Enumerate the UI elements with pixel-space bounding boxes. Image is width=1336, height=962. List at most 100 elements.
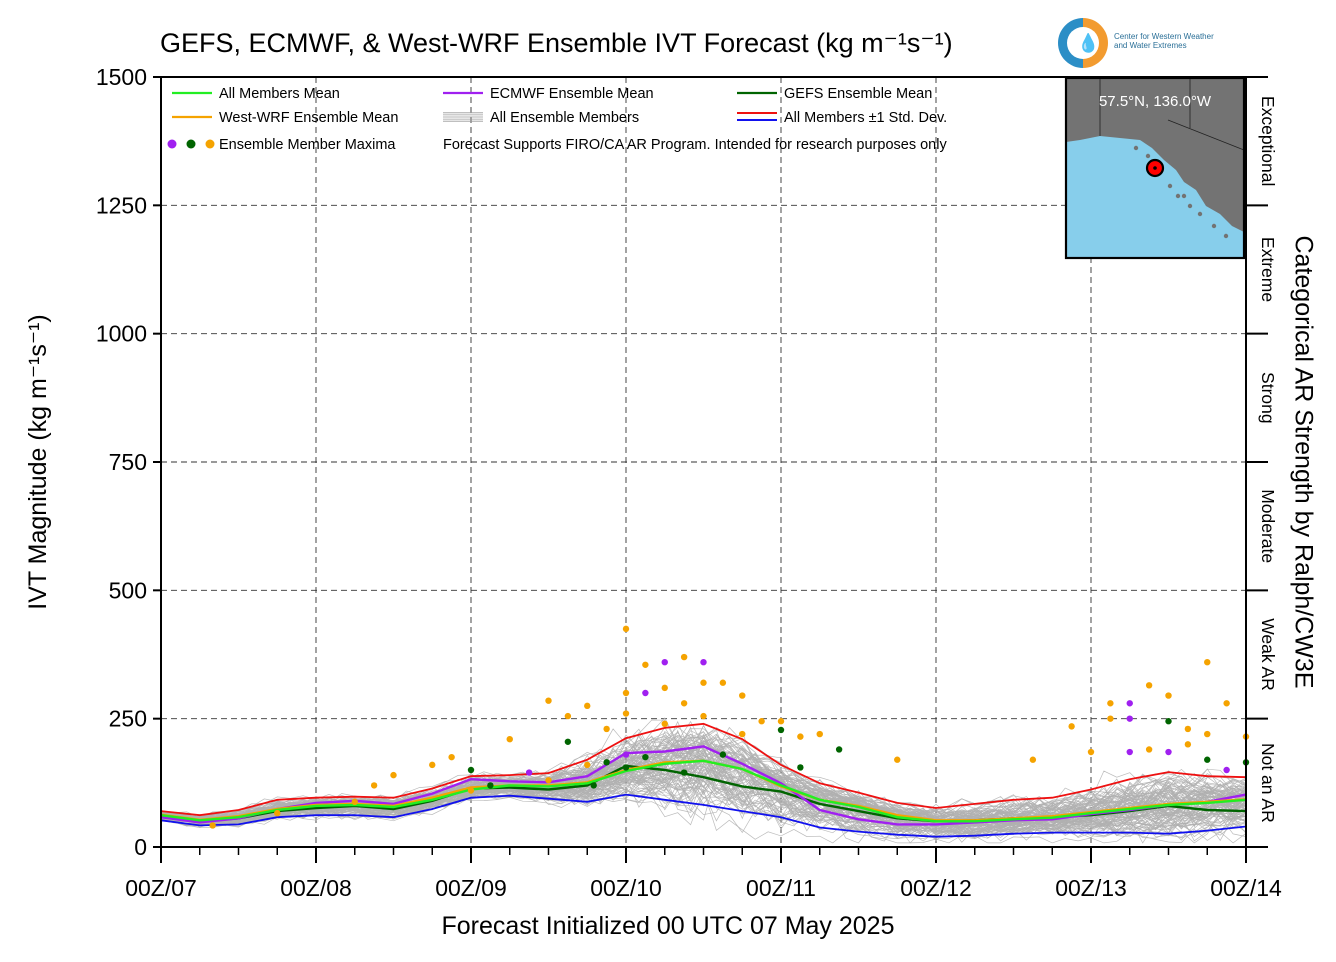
logo-ring-icon: 💧 bbox=[1058, 18, 1108, 68]
maximum-point bbox=[719, 679, 727, 686]
chart-title-units: (kg m⁻¹s⁻¹) bbox=[816, 28, 953, 58]
ensemble-member-line bbox=[160, 782, 1247, 841]
maximum-point bbox=[661, 659, 668, 666]
maximum-point bbox=[467, 766, 475, 774]
map-island bbox=[1145, 153, 1151, 159]
map-island bbox=[1133, 145, 1139, 151]
series-line-std_lower bbox=[160, 793, 1247, 838]
map-island bbox=[1175, 193, 1181, 199]
maximum-point bbox=[1184, 741, 1192, 748]
maximum-point bbox=[506, 736, 513, 743]
axes: 0 250 500 750 1000 1250 1500 00Z/07 00Z/08 00Z/09… bbox=[96, 64, 1282, 901]
ensemble-member-line bbox=[160, 719, 1247, 815]
map-island bbox=[1181, 193, 1187, 199]
chart-title-text: GEFS, ECMWF, & West-WRF Ensemble IVT For… bbox=[160, 28, 809, 58]
maximum-point bbox=[719, 751, 727, 758]
category-label: Not an AR bbox=[1258, 743, 1278, 823]
ensemble-member-line bbox=[160, 742, 1247, 825]
maximum-point bbox=[564, 712, 572, 720]
series-line-std_upper bbox=[160, 722, 1247, 817]
category-label: Strong bbox=[1258, 372, 1278, 424]
category-label: Weak AR bbox=[1258, 618, 1278, 691]
maximum-point bbox=[590, 782, 597, 789]
y-tick-label: 250 bbox=[109, 706, 147, 732]
legend-label: All Members ±1 Std. Dev. bbox=[784, 110, 947, 126]
maximum-point bbox=[1087, 748, 1095, 756]
maximum-point bbox=[758, 718, 765, 725]
maximum-point bbox=[622, 764, 630, 771]
y-tick-label: 1000 bbox=[96, 321, 147, 347]
maximum-point bbox=[1126, 715, 1133, 722]
x-axis-label: Forecast Initialized 00 UTC 07 May 2025 bbox=[441, 912, 895, 940]
maximum-point bbox=[835, 746, 843, 753]
map-island bbox=[1211, 223, 1217, 229]
maximum-point bbox=[1204, 730, 1211, 738]
y-tick-label: 750 bbox=[109, 449, 147, 475]
map-island bbox=[1187, 203, 1193, 209]
maximum-point bbox=[545, 697, 552, 704]
ensemble-member-line bbox=[160, 770, 1247, 836]
maximum-point bbox=[700, 712, 707, 720]
x-tick-label: 00Z/07 bbox=[125, 875, 197, 901]
maximum-point bbox=[1068, 723, 1075, 730]
maximum-point bbox=[584, 702, 591, 710]
maximum-point bbox=[1126, 700, 1133, 707]
map-island bbox=[1197, 211, 1203, 217]
y-tick-label: 1250 bbox=[96, 192, 147, 218]
ensemble-member-line bbox=[160, 736, 1247, 822]
maximum-point bbox=[1145, 746, 1153, 753]
maximum-point bbox=[700, 659, 707, 666]
maximum-point bbox=[1223, 766, 1230, 774]
maximum-point bbox=[545, 777, 552, 784]
maximum-point bbox=[370, 782, 378, 789]
maximum-point bbox=[642, 689, 649, 697]
series-line-all_members_mean bbox=[160, 759, 1247, 823]
maximum-point bbox=[777, 726, 785, 734]
maximum-point bbox=[1107, 715, 1114, 722]
category-label: Extreme bbox=[1258, 237, 1278, 302]
maximum-point bbox=[739, 730, 746, 738]
maximum-point bbox=[1165, 718, 1172, 725]
map-location-label: 57.5°N, 136.0°W bbox=[1099, 93, 1212, 110]
maximum-point bbox=[274, 809, 281, 817]
map-land bbox=[1066, 78, 1244, 232]
legend-marker bbox=[205, 139, 215, 149]
ensemble-member-line bbox=[160, 748, 1247, 836]
ensemble-maxima-points bbox=[209, 625, 1250, 829]
maximum-point bbox=[1126, 748, 1133, 756]
legend: All Members Mean ECMWF Ensemble Mean GEFS … bbox=[167, 86, 947, 153]
legend-label: Ensemble Member Maxima bbox=[219, 137, 396, 153]
maximum-point bbox=[680, 700, 688, 707]
x-tick-label: 00Z/14 bbox=[1210, 875, 1282, 901]
maximum-point bbox=[603, 725, 610, 733]
maximum-point bbox=[680, 769, 688, 776]
maximum-point bbox=[1204, 756, 1211, 763]
legend-label: ECMWF Ensemble Mean bbox=[490, 86, 654, 102]
legend-label: West-WRF Ensemble Mean bbox=[219, 110, 398, 126]
cw3e-logo: 💧 Center for Western Weather and Water E… bbox=[1058, 18, 1258, 74]
maximum-point bbox=[390, 771, 397, 779]
legend-label: All Ensemble Members bbox=[490, 110, 639, 126]
category-label: Moderate bbox=[1258, 489, 1278, 563]
grid-lines bbox=[161, 77, 1246, 847]
legend-note: Forecast Supports FIRO/CA AR Program. In… bbox=[443, 137, 947, 153]
maximum-point bbox=[1029, 756, 1037, 763]
y-tick-label: 1500 bbox=[96, 64, 147, 90]
location-map-inset: 57.5°N, 136.0°W bbox=[1064, 76, 1246, 260]
mean-series-lines bbox=[160, 722, 1247, 838]
maximum-point bbox=[1145, 682, 1153, 689]
maximum-point bbox=[622, 751, 630, 758]
map-frame bbox=[1064, 76, 1246, 260]
legend-marker bbox=[186, 139, 196, 149]
maximum-point bbox=[467, 787, 475, 794]
maximum-point bbox=[448, 753, 455, 761]
chart-title: GEFS, ECMWF, & West-WRF Ensemble IVT For… bbox=[160, 28, 953, 59]
maximum-point bbox=[525, 769, 533, 776]
y-tick-label: 0 bbox=[134, 834, 147, 860]
maximum-point bbox=[622, 689, 630, 697]
maximum-point bbox=[777, 718, 785, 725]
maximum-point bbox=[739, 692, 746, 699]
maximum-point bbox=[487, 782, 494, 789]
maximum-point bbox=[661, 720, 668, 727]
